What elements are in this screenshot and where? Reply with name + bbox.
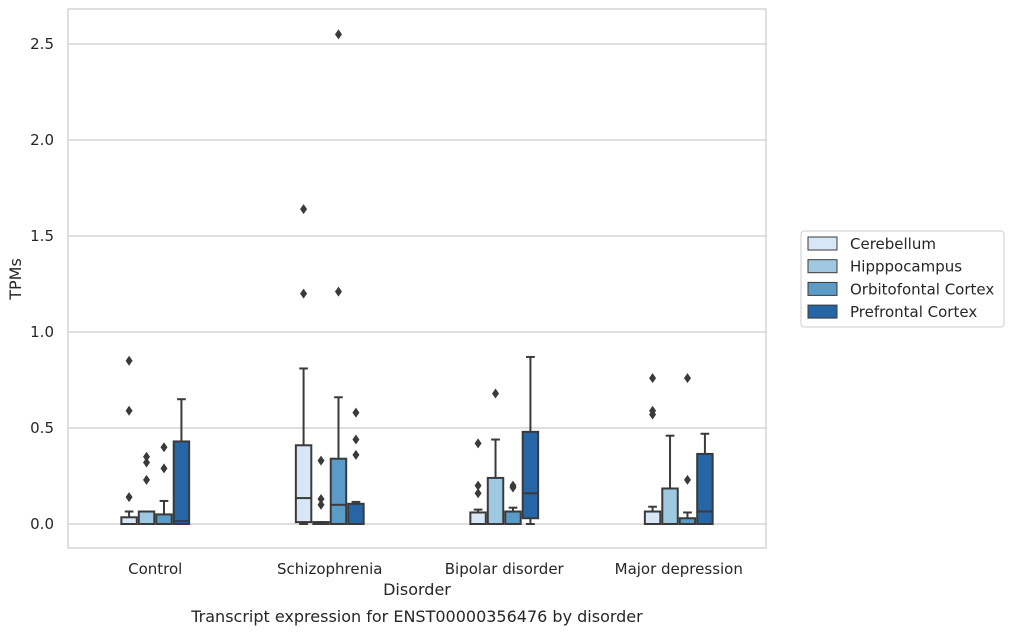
box-group bbox=[521, 355, 540, 525]
outlier-point bbox=[492, 388, 500, 399]
outlier-point bbox=[474, 438, 482, 449]
outlier-point bbox=[317, 455, 325, 466]
box bbox=[120, 516, 138, 526]
box-group bbox=[486, 388, 505, 526]
box bbox=[521, 430, 540, 520]
outlier-point bbox=[352, 407, 360, 418]
x-tick-label: Bipolar disorder bbox=[445, 560, 565, 578]
y-axis-title: TPMs bbox=[6, 258, 25, 301]
y-tick-label: 2.0 bbox=[30, 131, 54, 149]
box bbox=[469, 511, 487, 525]
outlier-point bbox=[649, 373, 657, 384]
outlier-point bbox=[649, 405, 657, 416]
x-tick-label: Major depression bbox=[615, 560, 743, 578]
box bbox=[696, 452, 714, 526]
outlier-point bbox=[317, 499, 325, 510]
legend-label: Orbitofontal Cortex bbox=[850, 280, 994, 298]
outlier-point bbox=[683, 373, 691, 384]
legend-items: Cerebellum Hipppocampus Orbitofontal Corte… bbox=[807, 235, 994, 321]
x-tick-labels: Control Schizophrenia Bipolar disorder Majo… bbox=[128, 560, 743, 578]
box bbox=[172, 440, 191, 525]
outlier-point bbox=[334, 286, 342, 297]
x-axis-title: Disorder bbox=[383, 580, 451, 599]
box bbox=[137, 510, 156, 525]
legend-label: Prefrontal Cortex bbox=[850, 303, 977, 321]
y-tick-labels: 0.0 0.5 1.0 1.5 2.0 2.5 bbox=[30, 35, 54, 533]
outlier-point bbox=[334, 29, 342, 40]
outlier-point bbox=[474, 488, 482, 499]
box-group bbox=[661, 434, 679, 526]
box-group bbox=[172, 398, 191, 525]
outlier-point bbox=[300, 288, 308, 299]
legend: Cerebellum Hipppocampus Orbitofontal Corte… bbox=[800, 230, 1005, 328]
legend-swatch bbox=[807, 259, 838, 274]
y-tick-label: 2.5 bbox=[30, 35, 54, 53]
outlier-point bbox=[143, 474, 151, 485]
outlier-point bbox=[160, 442, 168, 453]
legend-label: Cerebellum bbox=[850, 235, 936, 253]
plot-frame bbox=[67, 8, 767, 549]
outlier-point bbox=[352, 434, 360, 445]
box-group bbox=[120, 355, 138, 526]
box bbox=[486, 476, 505, 526]
box bbox=[504, 510, 522, 525]
box-group bbox=[347, 407, 365, 525]
outlier-point bbox=[125, 355, 133, 366]
outlier-point bbox=[474, 480, 482, 491]
grid-layer bbox=[68, 43, 766, 525]
chart-caption: Transcript expression for ENST0000035647… bbox=[190, 607, 643, 626]
box-group bbox=[678, 373, 697, 525]
outlier-point bbox=[143, 457, 151, 468]
outlier-point bbox=[160, 463, 168, 474]
box bbox=[294, 444, 313, 524]
x-tick-label: Control bbox=[128, 560, 182, 578]
box bbox=[155, 513, 173, 526]
outlier-point bbox=[125, 405, 133, 416]
outlier-point bbox=[143, 451, 151, 462]
box bbox=[329, 457, 348, 525]
box-layer bbox=[120, 29, 714, 526]
outlier-point bbox=[352, 449, 360, 460]
x-tick-label: Schizophrenia bbox=[277, 560, 382, 578]
box-group bbox=[155, 442, 173, 526]
box-group bbox=[312, 455, 330, 526]
box bbox=[661, 487, 679, 526]
box-group bbox=[504, 480, 522, 525]
box-group bbox=[294, 204, 313, 525]
outlier-point bbox=[509, 480, 517, 491]
box bbox=[643, 510, 662, 525]
outlier-point bbox=[125, 492, 133, 503]
box bbox=[347, 502, 365, 525]
box-group bbox=[137, 451, 156, 525]
legend-swatch bbox=[807, 281, 838, 296]
legend-swatch bbox=[807, 304, 838, 319]
outlier-point bbox=[300, 204, 308, 215]
legend-label: Hipppocampus bbox=[850, 258, 962, 276]
box-group bbox=[469, 438, 487, 525]
box-group bbox=[329, 29, 348, 525]
legend-frame bbox=[800, 230, 1005, 328]
y-tick-label: 1.5 bbox=[30, 227, 54, 245]
box-group bbox=[696, 432, 714, 526]
outlier-point bbox=[683, 474, 691, 485]
legend-swatch bbox=[807, 236, 838, 251]
box-group bbox=[643, 373, 662, 525]
y-tick-label: 1.0 bbox=[30, 323, 54, 341]
y-tick-label: 0.0 bbox=[30, 515, 54, 533]
outlier-point bbox=[317, 494, 325, 505]
y-tick-label: 0.5 bbox=[30, 419, 54, 437]
